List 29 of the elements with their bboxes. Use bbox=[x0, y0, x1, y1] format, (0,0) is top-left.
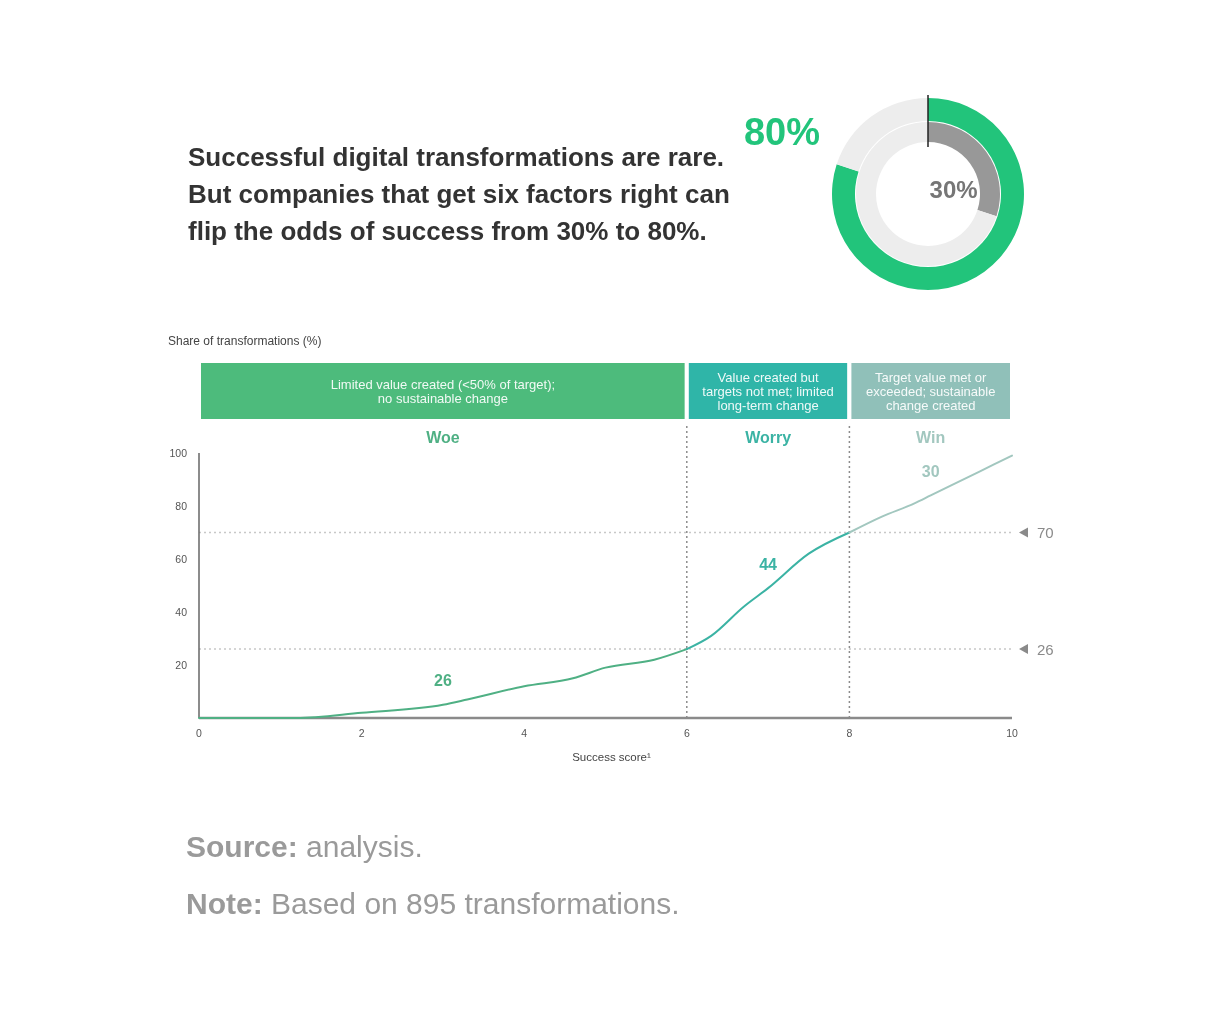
annotation: 26 bbox=[434, 672, 452, 690]
x-tick-label: 10 bbox=[1006, 727, 1018, 739]
x-tick-label: 6 bbox=[683, 727, 690, 739]
y-axis-title: Share of transformations (%) bbox=[168, 334, 322, 348]
y-tick-label: 80 bbox=[175, 500, 188, 512]
text: Note: Based on 895 transformations. bbox=[186, 887, 680, 920]
x-tick-label: 8 bbox=[846, 727, 853, 739]
series-label: Limited value created (<50% of target); no sustainable change bbox=[330, 376, 556, 406]
y-tick-label: 60 bbox=[175, 553, 188, 565]
annotation: 44 bbox=[759, 555, 778, 573]
y-tick-label: 100 bbox=[169, 447, 188, 459]
y-tick-label: 20 bbox=[175, 659, 188, 671]
x-tick-label: 0 bbox=[196, 727, 203, 739]
annotation: 30 bbox=[921, 462, 940, 480]
ref-line-label: 70 bbox=[1037, 524, 1054, 541]
x-tick-label: 4 bbox=[521, 727, 528, 739]
text: Worry bbox=[745, 429, 792, 446]
x-tick-label: 2 bbox=[358, 727, 365, 739]
text: Successful digital transformations are rare. But companies that get six factors right can flip the odds of success from 30% to 80%. bbox=[188, 142, 730, 246]
source-note: Source: analysis. bbox=[186, 830, 423, 863]
text: Win bbox=[916, 429, 946, 446]
data-label: 80% bbox=[743, 110, 820, 153]
ref-line-label: 26 bbox=[1037, 640, 1054, 658]
text: Woe bbox=[426, 429, 460, 446]
y-tick-label: 40 bbox=[175, 606, 188, 618]
data-label: 30% bbox=[929, 175, 978, 203]
x-axis-title: Success score¹ bbox=[572, 751, 651, 763]
series-label: Value created but targets not met; limited long-term change bbox=[702, 369, 834, 413]
series-label: Target value met or exceeded; sustainable change created bbox=[866, 369, 996, 413]
